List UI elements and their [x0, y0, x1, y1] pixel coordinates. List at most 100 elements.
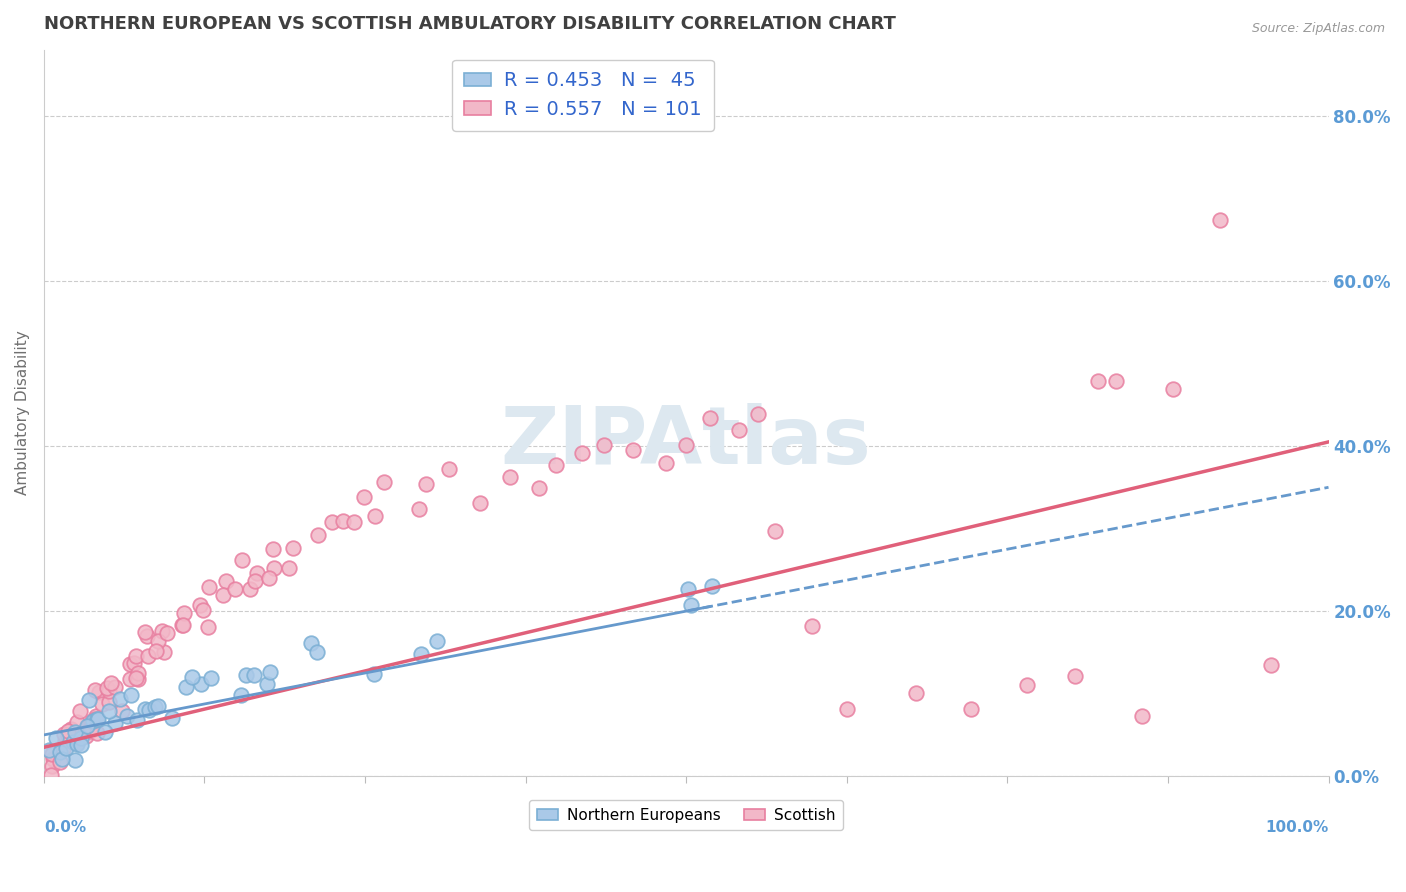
Point: [82, 721, 104, 735]
Point: [257, 571, 280, 585]
Point: [353, 490, 375, 504]
Point: [44, 731, 66, 745]
Point: [51, 752, 73, 766]
Point: [415, 477, 437, 491]
Point: [146, 699, 169, 714]
Text: 100.0%: 100.0%: [1265, 820, 1329, 835]
Point: [702, 579, 724, 593]
Point: [136, 629, 159, 643]
Point: [77, 693, 100, 707]
Point: [63, 724, 86, 739]
Point: [42, 752, 65, 766]
Point: [197, 620, 219, 634]
Point: [143, 699, 166, 714]
Point: [98, 683, 121, 698]
Y-axis label: Ambulatory Disability: Ambulatory Disability: [15, 331, 30, 495]
Point: [1087, 374, 1109, 388]
Point: [98, 704, 121, 718]
Point: [111, 704, 134, 718]
Point: [243, 668, 266, 682]
Point: [115, 708, 138, 723]
Point: [48, 755, 70, 769]
Point: [1260, 658, 1282, 673]
Point: [243, 574, 266, 589]
Point: [124, 671, 146, 685]
Point: [190, 677, 212, 691]
Point: [96, 681, 118, 696]
Point: [122, 656, 145, 670]
Point: [655, 456, 678, 470]
Point: [170, 618, 193, 632]
Point: [262, 541, 284, 556]
Point: [499, 470, 522, 484]
Point: [75, 729, 97, 743]
Point: [104, 680, 127, 694]
Point: [256, 677, 278, 691]
Point: [212, 588, 235, 602]
Point: [527, 481, 550, 495]
Point: [120, 672, 142, 686]
Point: [571, 446, 593, 460]
Point: [259, 665, 281, 679]
Point: [1105, 374, 1128, 388]
Point: [200, 672, 222, 686]
Point: [363, 667, 385, 681]
Point: [727, 424, 749, 438]
Point: [263, 560, 285, 574]
Point: [65, 752, 87, 766]
Point: [48, 745, 70, 759]
Point: [277, 561, 299, 575]
Point: [172, 618, 194, 632]
Point: [79, 724, 101, 739]
Text: Source: ZipAtlas.com: Source: ZipAtlas.com: [1251, 22, 1385, 36]
Point: [675, 438, 697, 452]
Point: [104, 715, 127, 730]
Point: [69, 704, 91, 718]
Point: [120, 657, 142, 672]
Point: [1015, 678, 1038, 692]
Point: [120, 688, 142, 702]
Point: [235, 667, 257, 681]
Point: [246, 566, 269, 581]
Point: [1130, 709, 1153, 723]
Point: [145, 644, 167, 658]
Point: [59, 722, 82, 736]
Point: [1209, 212, 1232, 227]
Point: [342, 515, 364, 529]
Point: [58, 723, 80, 738]
Point: [747, 407, 769, 421]
Text: NORTHERN EUROPEAN VS SCOTTISH AMBULATORY DISABILITY CORRELATION CHART: NORTHERN EUROPEAN VS SCOTTISH AMBULATORY…: [44, 15, 896, 33]
Point: [127, 672, 149, 686]
Text: ZIPAtlas: ZIPAtlas: [501, 403, 872, 481]
Point: [90, 697, 112, 711]
Point: [134, 625, 156, 640]
Point: [41, 759, 63, 773]
Point: [373, 475, 395, 490]
Point: [835, 702, 858, 716]
Point: [80, 714, 103, 728]
Point: [82, 714, 104, 728]
Point: [134, 702, 156, 716]
Point: [53, 734, 76, 748]
Point: [86, 712, 108, 726]
Point: [426, 634, 449, 648]
Point: [156, 625, 179, 640]
Point: [332, 515, 354, 529]
Point: [146, 634, 169, 648]
Point: [676, 582, 699, 597]
Point: [136, 648, 159, 663]
Point: [100, 676, 122, 690]
Point: [125, 714, 148, 728]
Point: [198, 580, 221, 594]
Point: [52, 727, 75, 741]
Point: [224, 582, 246, 596]
Point: [38, 743, 60, 757]
Point: [41, 747, 63, 761]
Point: [1064, 669, 1087, 683]
Point: [84, 708, 107, 723]
Point: [546, 458, 568, 472]
Point: [93, 725, 115, 739]
Point: [138, 703, 160, 717]
Point: [621, 442, 644, 457]
Point: [299, 635, 322, 649]
